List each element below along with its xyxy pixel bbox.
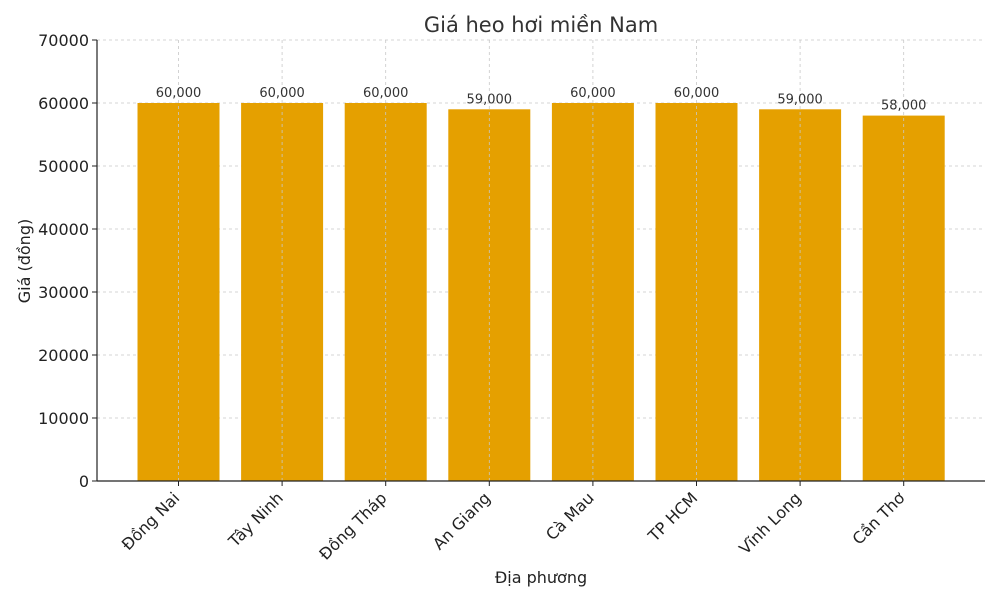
data-label: 59,000	[467, 92, 513, 107]
y-axis-label: Giá (đồng)	[15, 219, 34, 303]
x-tick-label: Tây Ninh	[224, 488, 287, 551]
bars	[137, 40, 945, 482]
y-tick-label: 30000	[38, 283, 89, 302]
data-label: 59,000	[777, 92, 823, 107]
data-label: 60,000	[259, 86, 305, 101]
data-label: 60,000	[156, 86, 202, 101]
x-tick-label: Cà Mau	[542, 488, 598, 544]
y-tick-label: 50000	[38, 157, 89, 176]
x-axis-label: Địa phương	[495, 568, 587, 587]
x-tick-label: TP HCM	[644, 488, 702, 546]
y-tick-label: 70000	[38, 31, 89, 50]
y-tick-label: 40000	[38, 220, 89, 239]
y-tick-label: 60000	[38, 94, 89, 113]
x-tick-label: An Giang	[429, 488, 494, 553]
data-label: 58,000	[881, 99, 927, 114]
y-tick-label: 0	[79, 472, 89, 491]
y-tick-label: 20000	[38, 346, 89, 365]
data-label: 60,000	[363, 86, 409, 101]
y-tick-label: 10000	[38, 409, 89, 428]
x-tick-label: Đồng Tháp	[315, 488, 390, 563]
data-label: 60,000	[570, 86, 616, 101]
x-tick-label: Cần Thơ	[848, 488, 908, 548]
axes	[92, 39, 985, 486]
x-tick-label: Đồng Nai	[118, 488, 184, 554]
chart-title: Giá heo hơi miền Nam	[424, 13, 658, 37]
data-label: 60,000	[674, 86, 720, 101]
grid	[97, 39, 985, 482]
x-tick-label: Vĩnh Long	[735, 488, 805, 558]
